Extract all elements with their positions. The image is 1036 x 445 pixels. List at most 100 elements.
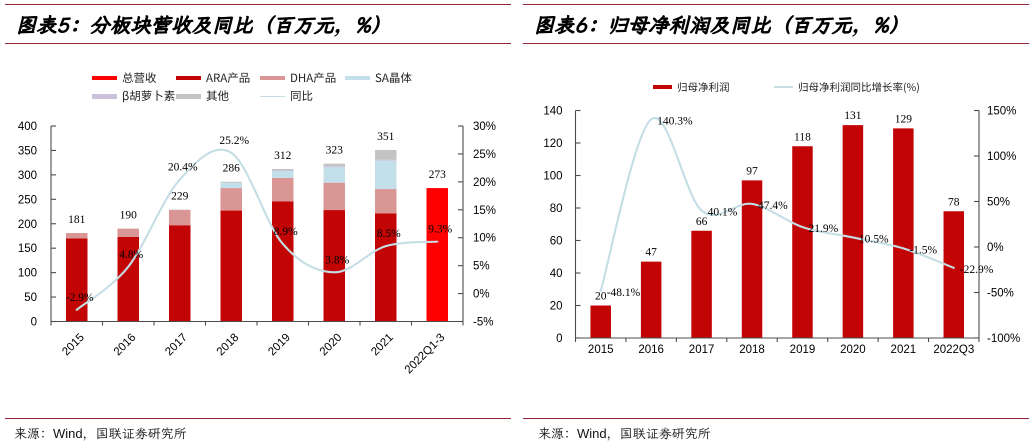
bar-segment bbox=[893, 128, 914, 339]
axis-tick-label: 5% bbox=[473, 261, 490, 273]
line-value-label: 10.5% bbox=[859, 233, 889, 245]
line-value-label: -48.1% bbox=[607, 287, 641, 299]
bar-segment bbox=[169, 225, 191, 322]
line-value-label: 3.8% bbox=[325, 254, 349, 266]
bar-segment bbox=[220, 188, 242, 211]
bar-value-label: 181 bbox=[68, 214, 86, 226]
bar-segment bbox=[640, 261, 662, 339]
legend-item: 同比 bbox=[260, 90, 313, 103]
figure-5-title: 图表5：分板块营收及同比（百万元，%） bbox=[16, 9, 392, 38]
figure-6-top-rule bbox=[523, 3, 1029, 6]
bar-segment bbox=[375, 213, 397, 322]
bar-segment bbox=[66, 233, 88, 239]
bars-group bbox=[590, 125, 965, 339]
axis-tick-label: 250 bbox=[18, 194, 37, 206]
axis-tick-label: 30% bbox=[473, 121, 496, 133]
line-value-label: 25.2% bbox=[219, 135, 249, 147]
figure-6-source-rule bbox=[523, 418, 1029, 420]
legend-item: SA晶体 bbox=[345, 71, 412, 85]
axis-tick-label: -100% bbox=[987, 333, 1020, 345]
bar-segment bbox=[741, 180, 763, 339]
bar-segment bbox=[169, 210, 191, 226]
legend-marker-ara bbox=[176, 75, 201, 81]
bar-segment bbox=[272, 169, 294, 170]
line-value-label: 8.5% bbox=[377, 228, 401, 240]
bar-segment bbox=[375, 149, 397, 160]
bar-value-label: 273 bbox=[429, 169, 447, 181]
axis-tick-label: 0 bbox=[556, 333, 562, 345]
axis-tick-label: 20% bbox=[473, 177, 496, 189]
axis-tick-label: 350 bbox=[18, 145, 37, 157]
bar-value-label: 47 bbox=[645, 247, 657, 259]
legend-marker-dha bbox=[260, 75, 285, 81]
legend-item: 总营收 bbox=[92, 69, 157, 86]
line-value-label: 21.9% bbox=[808, 223, 838, 235]
figure-5-title-rule bbox=[5, 42, 511, 44]
line-value-label: 140.3% bbox=[657, 115, 693, 127]
figure-6-chart: 0 20 40 60 80 100 120 140 -100% -50% 0% 50% 100% 150%… bbox=[543, 106, 1020, 357]
bar-value-label: 78 bbox=[948, 196, 960, 208]
figure-5-source: 来源：Wind，国联证券研究所 bbox=[14, 426, 187, 441]
axis-labels-group: 0 20 40 60 80 100 120 140 -100% -50% 0% 50% 100% 150%… bbox=[543, 106, 1020, 357]
bar-value-label: 129 bbox=[895, 113, 913, 125]
legend-label: ARA产品 bbox=[206, 69, 251, 86]
category-label: 2022Q3 bbox=[933, 344, 974, 356]
category-label: 2015 bbox=[588, 344, 614, 356]
legend-item: ARA产品 bbox=[176, 69, 251, 86]
bar-value-label: 118 bbox=[794, 131, 811, 143]
axis-labels-group: 0 50 100 150 200 250 300 350 400 -5% 0% 5% 10% 15% 20%… bbox=[18, 121, 496, 376]
bar-value-label: 97 bbox=[746, 165, 758, 177]
axis-tick-label: 0 bbox=[31, 317, 37, 329]
category-label: 2016 bbox=[112, 332, 139, 359]
legend-marker-sa bbox=[345, 75, 370, 81]
legend-item: 归母净利润同比增长率(%) bbox=[774, 81, 920, 94]
legend-marker-growth-line bbox=[774, 86, 793, 88]
bar-value-label: 190 bbox=[120, 210, 138, 222]
line-value-label: -22.9% bbox=[960, 264, 994, 276]
axes-group bbox=[50, 125, 464, 326]
axis-tick-label: 50 bbox=[24, 292, 37, 304]
axis-tick-label: 400 bbox=[18, 121, 37, 133]
bar-segment bbox=[323, 166, 345, 168]
axis-tick-label: 100% bbox=[987, 151, 1016, 163]
legend-label: 总营收 bbox=[122, 69, 157, 86]
bar-segment bbox=[426, 188, 448, 322]
bar-segment bbox=[66, 238, 88, 322]
axis-tick-label: 100 bbox=[18, 268, 37, 280]
legend-marker-other bbox=[176, 94, 201, 99]
bar-segment bbox=[323, 210, 345, 322]
bar-segment bbox=[220, 181, 242, 183]
line-value-label: 47.4% bbox=[758, 200, 788, 212]
legend-label: β胡萝卜素 bbox=[122, 88, 176, 104]
bar-segment bbox=[272, 201, 294, 322]
bar-segment bbox=[272, 170, 294, 178]
legend-label: 归母净利润 bbox=[677, 79, 730, 95]
axis-tick-label: 50% bbox=[987, 197, 1010, 209]
bar-value-label: 229 bbox=[171, 191, 189, 203]
category-label: 2017 bbox=[689, 344, 715, 356]
axis-tick-label: 0% bbox=[473, 289, 490, 301]
axis-tick-label: -5% bbox=[473, 317, 493, 329]
bar-value-label: 20 bbox=[595, 291, 607, 303]
legend-item: 归母净利润 bbox=[653, 81, 730, 94]
axis-tick-label: 40 bbox=[550, 268, 563, 280]
bar-segment bbox=[272, 177, 294, 202]
category-label: 2018 bbox=[215, 332, 242, 359]
category-label: 2018 bbox=[739, 344, 765, 356]
category-label: 2019 bbox=[266, 332, 293, 359]
line-value-label: -2.9% bbox=[66, 292, 94, 304]
bar-value-label: 131 bbox=[844, 110, 862, 122]
axis-tick-label: 60 bbox=[550, 236, 563, 248]
category-label: 2015 bbox=[60, 332, 87, 359]
axis-tick-label: 10% bbox=[473, 233, 496, 245]
category-label: 2021 bbox=[369, 332, 396, 359]
bar-value-label: 323 bbox=[326, 145, 344, 157]
axis-tick-label: 15% bbox=[473, 205, 496, 217]
line-value-label: 20.4% bbox=[168, 162, 198, 174]
line-value-label: 4.8% bbox=[119, 249, 143, 261]
bar-value-label: 351 bbox=[377, 131, 395, 143]
axis-tick-label: -50% bbox=[987, 288, 1014, 300]
legend-label: DHA产品 bbox=[290, 69, 337, 86]
bars-group bbox=[66, 149, 448, 322]
